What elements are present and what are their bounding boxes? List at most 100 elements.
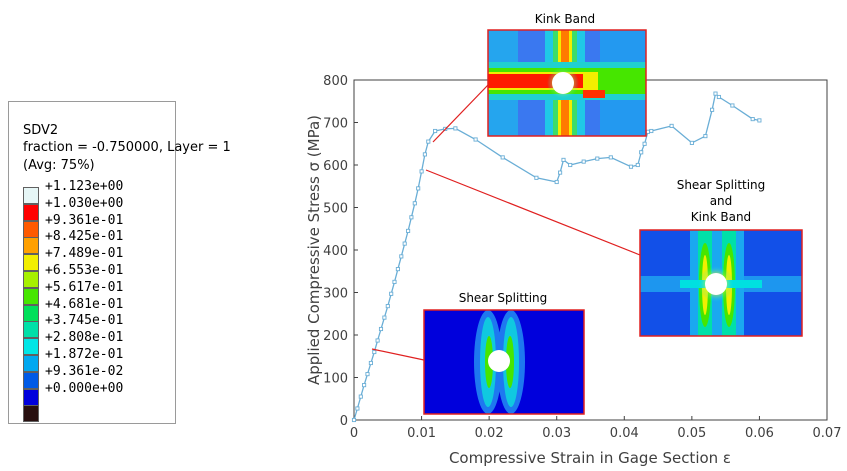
data-point — [568, 162, 573, 168]
data-point — [628, 164, 634, 169]
data-point — [642, 141, 647, 146]
data-point — [365, 372, 370, 377]
data-point — [389, 291, 394, 296]
data-point — [710, 107, 715, 112]
data-point — [362, 383, 367, 388]
legend-swatch — [23, 254, 39, 272]
x-tick-label: 0.07 — [813, 426, 842, 441]
x-tick-label: 0.02 — [475, 426, 504, 441]
legend-variable: SDV2 — [23, 123, 59, 138]
y-tick-label: 700 — [323, 117, 348, 132]
data-point — [635, 162, 640, 168]
legend-value: +9.361e-01 — [45, 212, 124, 228]
legend-value: +1.030e+00 — [45, 195, 124, 211]
data-point — [412, 201, 417, 206]
shear-splitting-title: Shear Splitting — [459, 291, 548, 305]
data-point — [581, 159, 586, 164]
y-tick-label: 300 — [323, 287, 348, 302]
data-point — [669, 123, 674, 128]
data-point — [608, 155, 613, 160]
legend-value: +9.361e-02 — [45, 363, 124, 379]
x-tick-label: 0.04 — [610, 426, 639, 441]
x-tick-label: 0.06 — [745, 426, 774, 441]
data-point — [703, 134, 708, 139]
x-tick-label: 0.01 — [407, 426, 436, 441]
data-point — [426, 139, 431, 144]
legend-value: +1.872e-01 — [45, 347, 124, 362]
legend-value: +4.681e-01 — [45, 296, 124, 312]
data-point — [399, 254, 404, 259]
legend-swatch — [23, 220, 39, 238]
legend-swatch — [23, 271, 39, 288]
y-axis-label: Applied Compressive Stress σ (MPa) — [305, 115, 323, 385]
legend-swatch — [23, 388, 39, 406]
legend-value: +7.489e-01 — [45, 246, 124, 262]
kink-band-title: Kink Band — [535, 12, 595, 26]
x-tick-label: 0 — [350, 426, 358, 441]
x-tick-label: 0.03 — [542, 426, 571, 441]
data-point — [402, 241, 407, 246]
inset-combined-failure: Shear Splitting and Kink Band — [639, 178, 803, 337]
x-axis-label: Compressive Strain in Gage Section ε — [449, 449, 731, 467]
combined-title-2: and — [710, 194, 733, 208]
legend-value: +0.000e+00 — [45, 380, 124, 396]
data-point — [422, 152, 427, 157]
legend-swatch — [23, 287, 39, 305]
data-point — [473, 137, 478, 142]
y-tick-label: 200 — [323, 329, 348, 344]
combined-title-1: Shear Splitting — [677, 178, 766, 192]
legend-swatch — [23, 203, 39, 221]
x-tick-label: 0.05 — [677, 426, 706, 441]
data-point — [355, 406, 360, 411]
combined-title-3: Kink Band — [691, 210, 751, 224]
data-point — [433, 128, 438, 134]
legend-swatch — [23, 237, 39, 255]
data-point — [713, 91, 718, 96]
legend-swatch — [23, 338, 39, 356]
contour-legend: SDV2 fraction = -0.750000, Layer = 1 (Av… — [8, 101, 231, 424]
legend-swatch — [23, 304, 39, 322]
legend-swatch — [23, 405, 39, 423]
data-point — [750, 117, 755, 122]
y-tick-label: 0 — [340, 414, 348, 429]
data-point — [392, 279, 397, 284]
data-point — [689, 140, 694, 145]
data-point — [395, 267, 400, 272]
data-point — [558, 170, 563, 175]
inset-shear-splitting: Shear Splitting — [423, 291, 585, 415]
y-tick-label: 100 — [323, 372, 348, 387]
kink-band-leader — [432, 84, 489, 143]
y-tick-label: 500 — [323, 202, 348, 217]
data-point — [378, 326, 384, 332]
data-point — [561, 157, 566, 162]
legend-value: +5.617e-01 — [45, 279, 124, 295]
data-point — [406, 228, 411, 233]
combined-failure-leader — [425, 169, 641, 256]
legend-value: +3.745e-01 — [45, 313, 124, 329]
data-point — [358, 394, 363, 399]
data-point — [500, 155, 505, 160]
legend-section-info: fraction = -0.750000, Layer = 1 — [23, 140, 231, 155]
data-point — [375, 338, 380, 343]
legend-swatch — [23, 355, 39, 372]
data-point — [351, 417, 357, 423]
y-tick-label: 800 — [323, 74, 348, 89]
data-point — [382, 315, 387, 320]
data-point — [757, 118, 762, 123]
data-point — [639, 150, 644, 155]
data-point — [534, 175, 539, 180]
data-point — [649, 128, 654, 134]
legend-value: +1.123e+00 — [45, 179, 124, 194]
data-point — [453, 126, 458, 131]
data-point — [595, 156, 600, 161]
data-point — [645, 129, 650, 134]
data-point — [416, 186, 421, 191]
data-point — [716, 94, 721, 100]
data-point — [368, 360, 373, 366]
data-point — [730, 103, 735, 108]
legend-value: +6.553e-01 — [45, 263, 124, 278]
inset-kink-band: Kink Band — [487, 12, 647, 137]
data-point — [372, 349, 377, 355]
shear-splitting-leader — [371, 348, 425, 361]
